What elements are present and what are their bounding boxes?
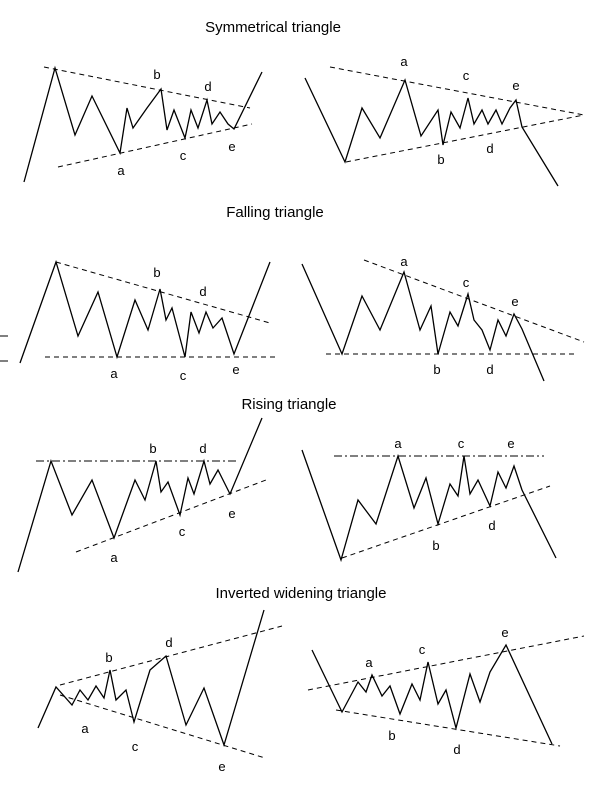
label-e: e	[507, 436, 514, 451]
label-a: a	[365, 655, 373, 670]
label-a: a	[110, 550, 118, 565]
label-b: b	[433, 362, 440, 377]
label-a: a	[110, 366, 118, 381]
label-b: b	[149, 441, 156, 456]
diagram-inv-left: a b c d e	[37, 609, 283, 774]
wave-line	[17, 417, 263, 573]
wave-line	[23, 65, 263, 183]
label-d: d	[453, 742, 460, 757]
label-c: c	[179, 524, 186, 539]
label-e: e	[512, 78, 519, 93]
lower-trendline	[345, 114, 585, 163]
label-d: d	[165, 635, 172, 650]
title-symmetrical: Symmetrical triangle	[205, 19, 341, 36]
label-c: c	[463, 68, 470, 83]
label-a: a	[81, 721, 89, 736]
label-e: e	[501, 625, 508, 640]
label-a: a	[400, 54, 408, 69]
diagram-fall-left: a b c d e	[0, 259, 278, 383]
wave-line	[304, 77, 559, 187]
diagram-fall-right: a b c d e	[301, 254, 585, 382]
label-b: b	[437, 152, 444, 167]
label-a: a	[400, 254, 408, 269]
diagram-sym-left: a b c d e	[23, 65, 263, 183]
label-c: c	[180, 368, 187, 383]
wave-line	[19, 259, 271, 364]
label-a: a	[394, 436, 402, 451]
lower-trendline	[341, 485, 551, 559]
label-d: d	[204, 79, 211, 94]
label-b: b	[153, 265, 160, 280]
label-e: e	[218, 759, 225, 774]
wave-line	[37, 609, 265, 748]
label-e: e	[232, 362, 239, 377]
label-e: e	[228, 506, 235, 521]
diagram-sym-right: a b c d e	[304, 54, 585, 187]
label-b: b	[153, 67, 160, 82]
diagram-rise-left: a b c d e	[17, 417, 267, 573]
section-inverted-widening: Inverted widening triangle a b c d e a b…	[37, 585, 585, 774]
label-d: d	[488, 518, 495, 533]
label-b: b	[105, 650, 112, 665]
lower-trendline	[59, 694, 266, 759]
label-c: c	[132, 739, 139, 754]
wave-line	[311, 643, 553, 745]
wave-line	[301, 263, 545, 382]
title-rising: Rising triangle	[241, 396, 336, 413]
wave-line	[301, 449, 557, 563]
label-b: b	[432, 538, 439, 553]
title-falling: Falling triangle	[226, 204, 324, 221]
section-rising: Rising triangle a b c d e a b c d e	[17, 396, 557, 573]
upper-trendline	[59, 625, 283, 686]
upper-trendline	[363, 259, 585, 343]
diagram-rise-right: a b c d e	[301, 436, 557, 563]
label-d: d	[486, 362, 493, 377]
label-e: e	[511, 294, 518, 309]
lower-trendline	[335, 709, 561, 747]
label-d: d	[199, 441, 206, 456]
upper-trendline	[43, 66, 251, 109]
label-c: c	[180, 148, 187, 163]
title-inverted-widening: Inverted widening triangle	[216, 585, 387, 602]
label-e: e	[228, 139, 235, 154]
section-symmetrical: Symmetrical triangle a b c d e a b c d e	[23, 19, 585, 187]
label-d: d	[199, 284, 206, 299]
diagram-inv-right: a b c d e	[307, 625, 585, 757]
upper-trendline	[307, 635, 585, 691]
label-c: c	[419, 642, 426, 657]
label-d: d	[486, 141, 493, 156]
lower-trendline	[75, 479, 267, 553]
section-falling: Falling triangle a b c d e a b c d e	[0, 204, 585, 383]
lower-trendline	[57, 123, 253, 168]
label-b: b	[388, 728, 395, 743]
label-a: a	[117, 163, 125, 178]
label-c: c	[458, 436, 465, 451]
upper-trendline	[329, 66, 585, 116]
label-c: c	[463, 275, 470, 290]
upper-trendline	[55, 261, 271, 324]
